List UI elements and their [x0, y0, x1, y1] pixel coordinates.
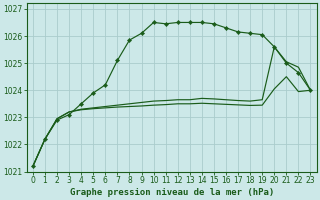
- X-axis label: Graphe pression niveau de la mer (hPa): Graphe pression niveau de la mer (hPa): [69, 188, 274, 197]
